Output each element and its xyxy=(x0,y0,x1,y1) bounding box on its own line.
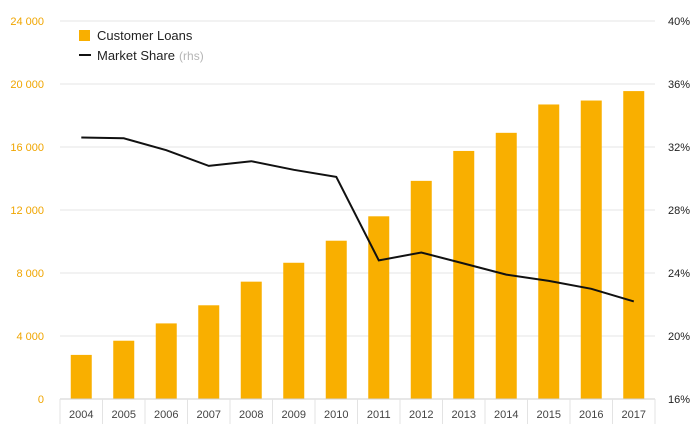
x-tick-label: 2013 xyxy=(452,409,476,421)
right-y-tick-label: 24% xyxy=(668,268,690,280)
bar-customer-loans-2013 xyxy=(453,150,475,399)
bar-customer-loans-2017 xyxy=(623,91,645,400)
legend-label-customer-loans: Customer Loans xyxy=(97,28,193,43)
x-tick-label: 2017 xyxy=(622,409,646,421)
bar-customer-loans-2007 xyxy=(198,305,220,399)
left-y-tick-label: 8 000 xyxy=(16,268,44,280)
bar-customer-loans-2004 xyxy=(70,354,92,399)
right-y-tick-label: 32% xyxy=(668,142,690,154)
left-y-tick-label: 16 000 xyxy=(10,142,44,154)
right-y-tick-label: 40% xyxy=(668,16,690,28)
bar-customer-loans-2010 xyxy=(325,240,347,399)
x-tick-label: 2008 xyxy=(239,409,263,421)
right-y-tick-label: 36% xyxy=(668,79,690,91)
left-y-tick-label: 0 xyxy=(38,394,44,406)
x-tick-label: 2005 xyxy=(112,409,136,421)
left-y-tick-label: 4 000 xyxy=(16,331,44,343)
left-y-axis: 0 4 000 8 000 12 000 16 000 20 000 24 000 xyxy=(10,16,44,406)
x-tick-label: 2012 xyxy=(409,409,433,421)
bar-customer-loans-2006 xyxy=(155,323,177,399)
x-tick-label: 2007 xyxy=(197,409,221,421)
bar-customer-loans-2012 xyxy=(410,180,432,399)
legend-label-market-share: Market Share (rhs) xyxy=(97,48,204,63)
x-tick-label: 2010 xyxy=(324,409,348,421)
right-y-tick-label: 16% xyxy=(668,394,690,406)
left-y-tick-label: 24 000 xyxy=(10,16,44,28)
right-y-tick-label: 20% xyxy=(668,331,690,343)
right-y-axis: 16% 20% 24% 28% 32% 36% 40% xyxy=(668,16,690,406)
legend: Customer Loans Market Share (rhs) xyxy=(79,28,204,63)
x-tick-label: 2004 xyxy=(69,409,93,421)
bar-customer-loans-2014 xyxy=(495,132,517,399)
legend-label-market-share-text: Market Share xyxy=(97,48,175,63)
bar-customer-loans-2005 xyxy=(113,340,135,399)
x-tick-label: 2009 xyxy=(282,409,306,421)
loan-bars xyxy=(70,91,645,400)
gridlines xyxy=(60,20,655,337)
right-y-tick-label: 28% xyxy=(668,205,690,217)
x-tick-label: 2016 xyxy=(579,409,603,421)
legend-swatch-customer-loans xyxy=(79,30,90,41)
x-tick-label: 2015 xyxy=(537,409,561,421)
bar-customer-loans-2011 xyxy=(368,216,390,399)
x-tick-label: 2011 xyxy=(367,409,391,421)
x-tick-label: 2014 xyxy=(494,409,518,421)
bar-customer-loans-2008 xyxy=(240,281,262,399)
bar-customer-loans-2009 xyxy=(283,262,305,399)
legend-note-rhs: (rhs) xyxy=(179,49,204,63)
x-axis: 2004 2005 2006 2007 2008 2009 2010 2011 2012 2013… xyxy=(59,398,656,424)
left-y-tick-label: 20 000 xyxy=(10,79,44,91)
bar-customer-loans-2015 xyxy=(538,104,560,399)
market-share-line xyxy=(81,136,635,303)
bar-customer-loans-2016 xyxy=(580,100,602,399)
left-y-tick-label: 12 000 xyxy=(10,205,44,217)
x-tick-label: 2006 xyxy=(154,409,178,421)
